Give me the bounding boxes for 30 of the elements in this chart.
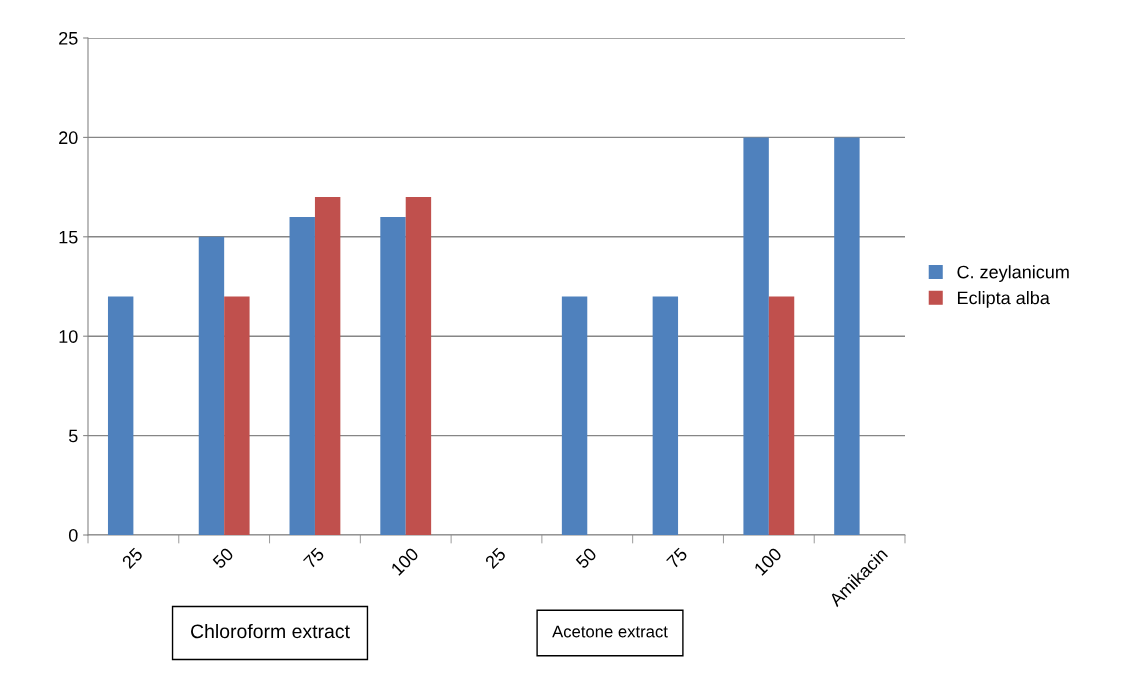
bar [107, 296, 134, 535]
bar [224, 296, 250, 535]
bar [405, 197, 432, 535]
x-tick-label: 25 [121, 546, 144, 570]
bar [289, 216, 315, 535]
bar [652, 296, 679, 535]
bar [380, 216, 406, 535]
x-tick-label: 25 [484, 546, 507, 570]
y-tick-label: 20 [59, 131, 78, 145]
y-tick-label: 5 [68, 429, 78, 443]
bar [743, 137, 769, 535]
x-tick-label: 100 [753, 546, 783, 576]
text: Chloroform extract [191, 623, 350, 639]
x-tick-label: 75 [303, 547, 325, 570]
legend-label: C. zeylanicum [957, 265, 1069, 282]
text: Acetone extract [552, 625, 668, 638]
bar [314, 197, 341, 535]
x-tick-label: 50 [575, 546, 598, 570]
legend-label: Eclipta alba [957, 291, 1050, 308]
y-tick-label: 25 [59, 31, 78, 45]
x-tick-label: 100 [390, 546, 420, 576]
y-tick-label: 15 [59, 230, 78, 244]
y-tick-label: 0 [68, 528, 78, 542]
bar [768, 296, 795, 535]
x-tick-label: 50 [211, 546, 235, 570]
bar [834, 137, 860, 535]
x-tick-label: 75 [666, 547, 689, 570]
bar [198, 236, 225, 535]
y-tick-label: 10 [59, 330, 78, 343]
bar [561, 296, 588, 535]
